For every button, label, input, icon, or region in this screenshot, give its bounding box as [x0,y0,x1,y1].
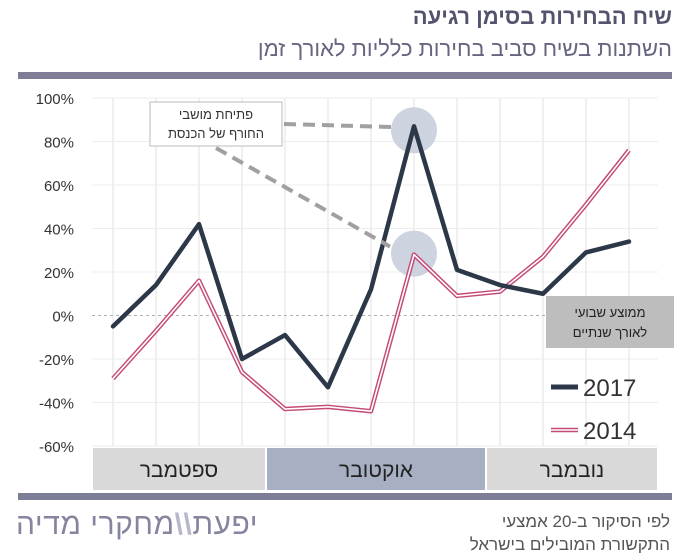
y-tick-label: 100% [36,91,74,108]
y-tick-label: 0% [52,309,74,326]
callout-connector [215,146,391,249]
legend-2017-label: 2017 [583,375,636,402]
source-note: לפי הסיקור ב-20 אמצעי התקשורת המובילים ב… [470,510,670,556]
month-label: אוקטובר [339,459,413,482]
page-title: שיח הבחירות בסימן רגיעה [412,4,672,29]
callout-connector [283,122,393,129]
source-line-1: לפי הסיקור ב-20 אמצעי [501,512,670,531]
legend-2014-label: 2014 [583,418,636,445]
logo-word-2: מחקרי מדיה [16,508,175,541]
y-tick-label: 80% [44,135,74,152]
reference-layer: ממוצע שבועי לאורך שנתיים [92,296,674,348]
y-tick-label: 60% [44,178,74,195]
annotation-label-line: פתיחת מושבי [179,107,253,122]
month-label: ספטמבר [140,459,218,482]
y-tick-label: 40% [44,222,74,239]
legend: 2017 2014 [551,375,636,445]
logo-word-1: יפעת [192,508,259,541]
reference-label-box [546,296,674,348]
series-layer [110,124,632,414]
logo-separator: \\ [174,508,193,541]
month-band [93,448,265,490]
month-label: נובמבר [540,459,604,482]
chart: ספטמבר אוקטובר נובמבר ממוצע שבועי לאורך שנת… [36,91,674,490]
month-bands: ספטמבר אוקטובר נובמבר [93,448,657,490]
top-divider [18,72,672,79]
source-line-2: התקשורת המובילים בישראל [469,535,670,554]
y-axis: 100% 80% 60% 40% 20% 0% -20% -40% -60% [36,91,74,456]
y-tick-label: -20% [39,352,74,369]
month-band [487,448,657,490]
bottom-divider [18,493,672,500]
y-tick-label: -60% [39,439,74,456]
annotation-box [149,101,283,147]
month-band [267,448,485,490]
annotation-label-line: החורף של הכנסת [168,126,264,141]
company-logo: יפעת\\מחקרי מדיה [16,508,258,542]
reference-label-line: לאורך שנתיים [573,325,647,340]
page-subtitle: השתנות בשיח סביב בחירות כלליות לאורך זמן [257,36,672,61]
y-tick-label: 20% [44,265,74,282]
annotation-layer: פתיחת מושבי החורף של הכנסת [149,101,393,249]
reference-label-line: ממוצע שבועי [574,305,645,320]
y-tick-label: -40% [39,396,74,413]
